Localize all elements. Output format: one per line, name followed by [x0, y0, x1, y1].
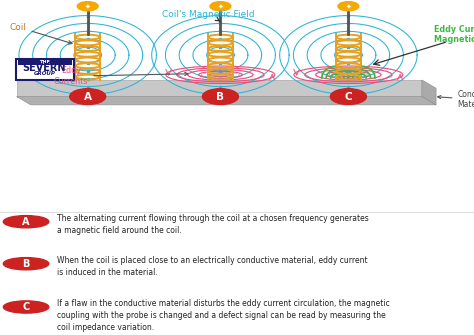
Polygon shape [17, 80, 422, 96]
Text: SEVERN: SEVERN [22, 63, 66, 73]
Text: C: C [22, 302, 30, 312]
Circle shape [3, 216, 49, 228]
Text: Coil's Magnetic Field: Coil's Magnetic Field [162, 10, 255, 21]
Circle shape [3, 301, 49, 313]
Text: ✦: ✦ [218, 3, 223, 9]
Text: ✦: ✦ [85, 3, 91, 9]
Circle shape [338, 2, 359, 11]
Text: GROUP: GROUP [34, 71, 56, 76]
Text: When the coil is placed close to an electrically conductive material, eddy curre: When the coil is placed close to an elec… [57, 256, 367, 277]
Text: Conductive
Material: Conductive Material [438, 90, 474, 110]
Text: A: A [22, 217, 30, 227]
Text: A: A [84, 91, 91, 102]
Circle shape [77, 2, 98, 11]
Circle shape [210, 2, 231, 11]
Text: ✦: ✦ [346, 3, 351, 9]
Text: Eddy Current's
Magnetic Field: Eddy Current's Magnetic Field [434, 25, 474, 44]
Polygon shape [422, 80, 436, 105]
Circle shape [330, 89, 366, 105]
Text: B: B [22, 259, 30, 269]
Text: The alternating current flowing through the coil at a chosen frequency generates: The alternating current flowing through … [57, 214, 369, 235]
FancyBboxPatch shape [16, 59, 73, 80]
Circle shape [3, 258, 49, 270]
Text: B: B [217, 91, 224, 102]
Text: Coil: Coil [9, 22, 72, 44]
Polygon shape [17, 96, 436, 105]
Text: Eddy
Currents: Eddy Currents [54, 66, 188, 86]
Circle shape [70, 89, 106, 105]
Text: If a flaw in the conductive material disturbs the eddy current circulation, the : If a flaw in the conductive material dis… [57, 299, 390, 332]
Text: C: C [345, 91, 352, 102]
Circle shape [202, 89, 238, 105]
Text: THE: THE [40, 60, 50, 65]
FancyBboxPatch shape [18, 60, 72, 65]
